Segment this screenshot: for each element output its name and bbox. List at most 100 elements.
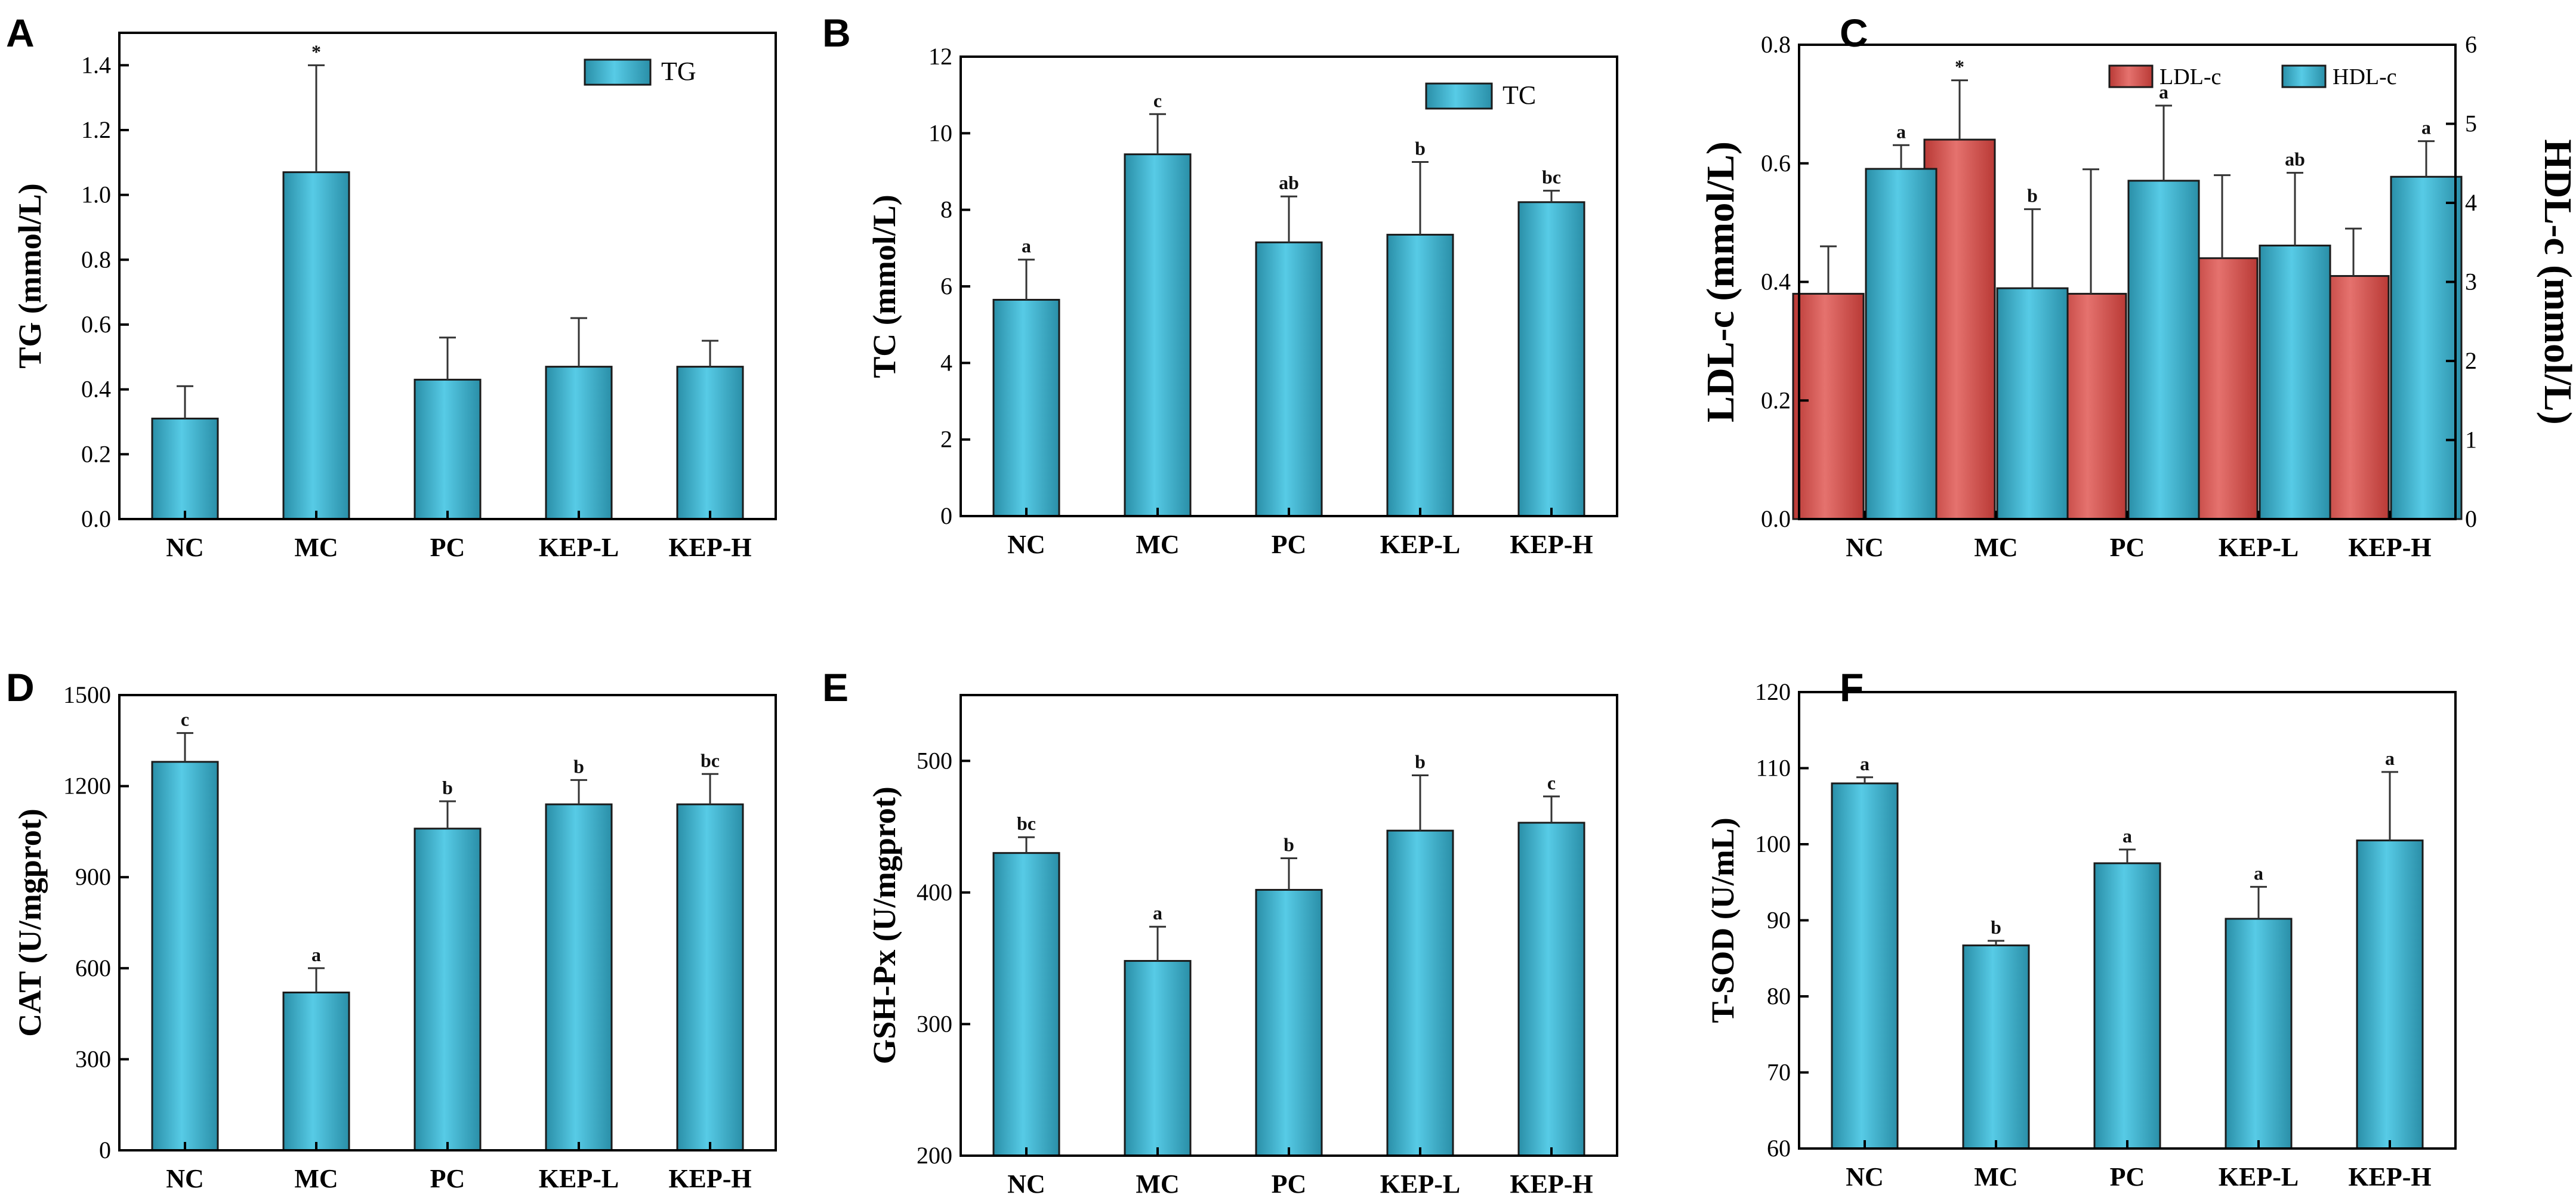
legend-swatch [584, 58, 652, 86]
y-tick-label: 120 [1755, 678, 1791, 705]
y-tick-label: 10 [928, 119, 952, 146]
legend-swatch [1425, 82, 1493, 110]
significance-label: a [1022, 235, 1031, 257]
significance-label: c [1153, 89, 1162, 111]
significance-label: b [573, 755, 584, 777]
significance-label: b [1415, 137, 1426, 159]
y-axis-label: TG (mmol/L) [12, 183, 48, 368]
significance-label: b [1991, 916, 2001, 938]
bar-t-sod-nc [1831, 782, 1899, 1150]
y-tick-label: 0 [940, 502, 952, 529]
y-tick-label: 200 [917, 1142, 952, 1169]
x-tick-label: KEP-L [2219, 1162, 2299, 1191]
bar-gsh-px-nc [992, 852, 1060, 1157]
y-axis-label: CAT (U/mgprot) [12, 808, 48, 1036]
y-tick-label: 0.8 [1761, 31, 1791, 58]
bar-cat-nc [151, 761, 219, 1151]
bar-hdl-c-kep-l [2259, 245, 2331, 520]
significance-label: bc [701, 749, 720, 771]
bar-cat-kep-h [676, 803, 744, 1151]
significance-label: a [2421, 117, 2431, 138]
y-tick-label: 0.4 [81, 376, 111, 403]
bar-gsh-px-kep-l [1386, 829, 1454, 1157]
significance-label: a [2122, 825, 2132, 847]
x-tick-label: KEP-H [2348, 533, 2431, 562]
significance-label: ab [2285, 149, 2305, 170]
bar-tc-kep-l [1386, 233, 1454, 517]
y-tick-label: 400 [917, 879, 952, 906]
chart-panel-f: Fa b a a a 60 70 80 90 100 110 120 NC MC PC KEP-L KEP-H T… [1705, 665, 2457, 1191]
y-tick-label: 90 [1767, 907, 1791, 934]
y-tick-label: 500 [917, 747, 952, 774]
chart-panel-d: Dc a b b bc 0 300 600 900 1200 1500 NC MC PC KEP-L KEP-… [6, 665, 777, 1193]
y-right-tick-label: 6 [2465, 31, 2477, 58]
significance-label: a [1153, 902, 1162, 924]
bar-hdl-c-nc [1865, 168, 1938, 520]
bar-tc-mc [1124, 153, 1192, 517]
bar-tc-kep-h [1517, 201, 1585, 517]
y-tick-label: 110 [1756, 755, 1791, 782]
bar-cat-kep-l [545, 803, 613, 1151]
x-tick-label: MC [294, 533, 338, 562]
x-tick-label: NC [1846, 1162, 1884, 1191]
bar-gsh-px-pc [1255, 888, 1323, 1157]
y-tick-label: 300 [917, 1010, 952, 1037]
x-tick-label: KEP-L [1380, 530, 1460, 559]
legend-swatch [2108, 64, 2154, 88]
y-tick-label: 8 [940, 196, 952, 223]
y-tick-label: 0 [99, 1137, 111, 1163]
y-right-tick-label: 1 [2465, 427, 2477, 453]
bar-gsh-px-mc [1124, 960, 1192, 1157]
significance-label: b [442, 777, 453, 798]
bar-ldl-c-nc [1792, 292, 1865, 520]
y-tick-label: 80 [1767, 983, 1791, 1009]
bar-gsh-px-kep-h [1517, 822, 1585, 1157]
legend-label: LDL-c [2159, 64, 2221, 89]
x-tick-label: MC [294, 1164, 338, 1193]
panel-letter: B [822, 11, 851, 55]
y-tick-label: 0.2 [81, 440, 111, 467]
x-tick-label: KEP-H [668, 1164, 751, 1193]
panel-letter: C [1840, 11, 1868, 55]
y-tick-label: 900 [75, 863, 111, 890]
y-right-tick-label: 5 [2465, 110, 2477, 137]
x-tick-label: PC [430, 1164, 465, 1193]
x-tick-label: KEP-L [2219, 533, 2299, 562]
significance-label: a [1860, 753, 1869, 774]
y-tick-label: 0.8 [81, 246, 111, 273]
bar-hdl-c-mc [1996, 287, 2069, 520]
y-right-tick-label: 2 [2465, 347, 2477, 374]
bar-tg-mc [282, 171, 350, 520]
y-tick-label: 100 [1755, 831, 1791, 857]
bar-cat-mc [282, 991, 350, 1151]
significance-label: a [2385, 748, 2395, 769]
y-right-tick-label: 4 [2465, 189, 2477, 216]
bar-tg-nc [151, 418, 219, 520]
panel-letter: D [6, 665, 35, 709]
y-axis-label: T-SOD (U/mL) [1705, 817, 1741, 1023]
y-tick-label: 0.4 [1761, 268, 1791, 295]
bar-hdl-c-pc [2127, 180, 2200, 520]
legend-label: TG [661, 57, 696, 86]
significance-label: a [1896, 121, 1906, 142]
y-tick-label: 12 [928, 43, 952, 70]
x-tick-label: NC [166, 533, 204, 562]
x-tick-label: NC [1007, 530, 1045, 559]
y-axis-label: GSH-Px (U/mgprot) [866, 786, 902, 1064]
chart-panel-b: Ba c ab b bc 0 2 4 6 8 10 12 NC MC PC KEP-L KEP-H TC (mmo… [822, 11, 1618, 559]
bar-t-sod-kep-l [2225, 918, 2293, 1150]
y-tick-label: 0.0 [81, 505, 111, 532]
x-tick-label: PC [2110, 1162, 2145, 1191]
x-tick-label: PC [430, 533, 465, 562]
x-tick-label: KEP-L [539, 533, 619, 562]
x-tick-label: KEP-H [668, 533, 751, 562]
y-tick-label: 60 [1767, 1135, 1791, 1162]
significance-label: b [1415, 751, 1426, 773]
x-tick-label: MC [1974, 533, 2017, 562]
x-tick-label: NC [1007, 1169, 1045, 1199]
x-tick-label: PC [1272, 1169, 1307, 1199]
x-tick-label: MC [1136, 530, 1179, 559]
y-tick-label: 6 [940, 273, 952, 300]
bar-tg-pc [414, 378, 482, 520]
